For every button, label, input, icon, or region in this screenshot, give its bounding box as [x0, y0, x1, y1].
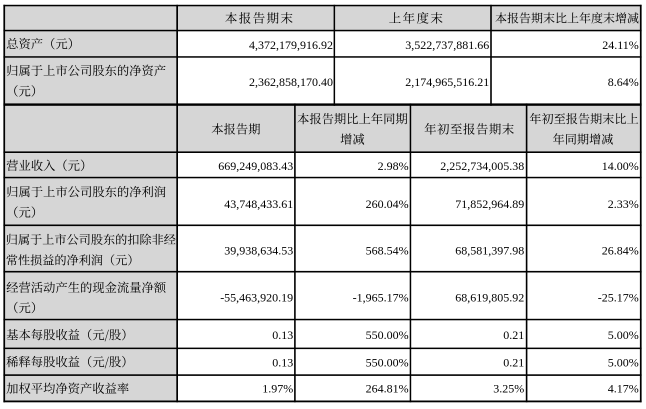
- svg-text:5.00%: 5.00%: [608, 328, 639, 342]
- svg-text:14.00%: 14.00%: [602, 159, 639, 173]
- svg-text:2.98%: 2.98%: [378, 159, 409, 173]
- svg-text:2,252,734,005.38: 2,252,734,005.38: [440, 159, 524, 173]
- svg-text:5.00%: 5.00%: [608, 355, 639, 369]
- svg-text:568.54%: 568.54%: [366, 244, 409, 258]
- svg-text:26.84%: 26.84%: [602, 244, 639, 258]
- svg-text:68,619,805.92: 68,619,805.92: [455, 291, 524, 305]
- svg-text:68,581,397.98: 68,581,397.98: [455, 244, 524, 258]
- svg-text:-25.17%: -25.17%: [598, 291, 639, 305]
- svg-text:4.17%: 4.17%: [608, 381, 639, 395]
- svg-text:-1,965.17%: -1,965.17%: [353, 291, 409, 305]
- svg-text:2.33%: 2.33%: [608, 197, 639, 211]
- svg-text:264.81%: 264.81%: [366, 381, 409, 395]
- svg-text:8.64%: 8.64%: [608, 75, 639, 89]
- svg-text:39,938,634.53: 39,938,634.53: [224, 244, 293, 258]
- svg-text:550.00%: 550.00%: [366, 328, 409, 342]
- svg-text:0.13: 0.13: [272, 328, 293, 342]
- svg-text:2,174,965,516.21: 2,174,965,516.21: [405, 75, 489, 89]
- svg-text:24.11%: 24.11%: [602, 38, 639, 52]
- svg-text:3.25%: 3.25%: [493, 381, 524, 395]
- svg-text:1.97%: 1.97%: [262, 381, 293, 395]
- svg-text:0.21: 0.21: [503, 328, 524, 342]
- svg-text:260.04%: 260.04%: [366, 197, 409, 211]
- svg-text:669,249,083.43: 669,249,083.43: [218, 159, 293, 173]
- svg-text:2,362,858,170.40: 2,362,858,170.40: [249, 75, 333, 89]
- svg-text:43,748,433.61: 43,748,433.61: [224, 197, 293, 211]
- svg-text:0.13: 0.13: [272, 355, 293, 369]
- svg-text:-55,463,920.19: -55,463,920.19: [220, 291, 293, 305]
- svg-text:3,522,737,881.66: 3,522,737,881.66: [405, 38, 489, 52]
- svg-text:550.00%: 550.00%: [366, 355, 409, 369]
- svg-text:0.21: 0.21: [503, 355, 524, 369]
- svg-text:71,852,964.89: 71,852,964.89: [455, 197, 524, 211]
- svg-text:4,372,179,916.92: 4,372,179,916.92: [249, 38, 333, 52]
